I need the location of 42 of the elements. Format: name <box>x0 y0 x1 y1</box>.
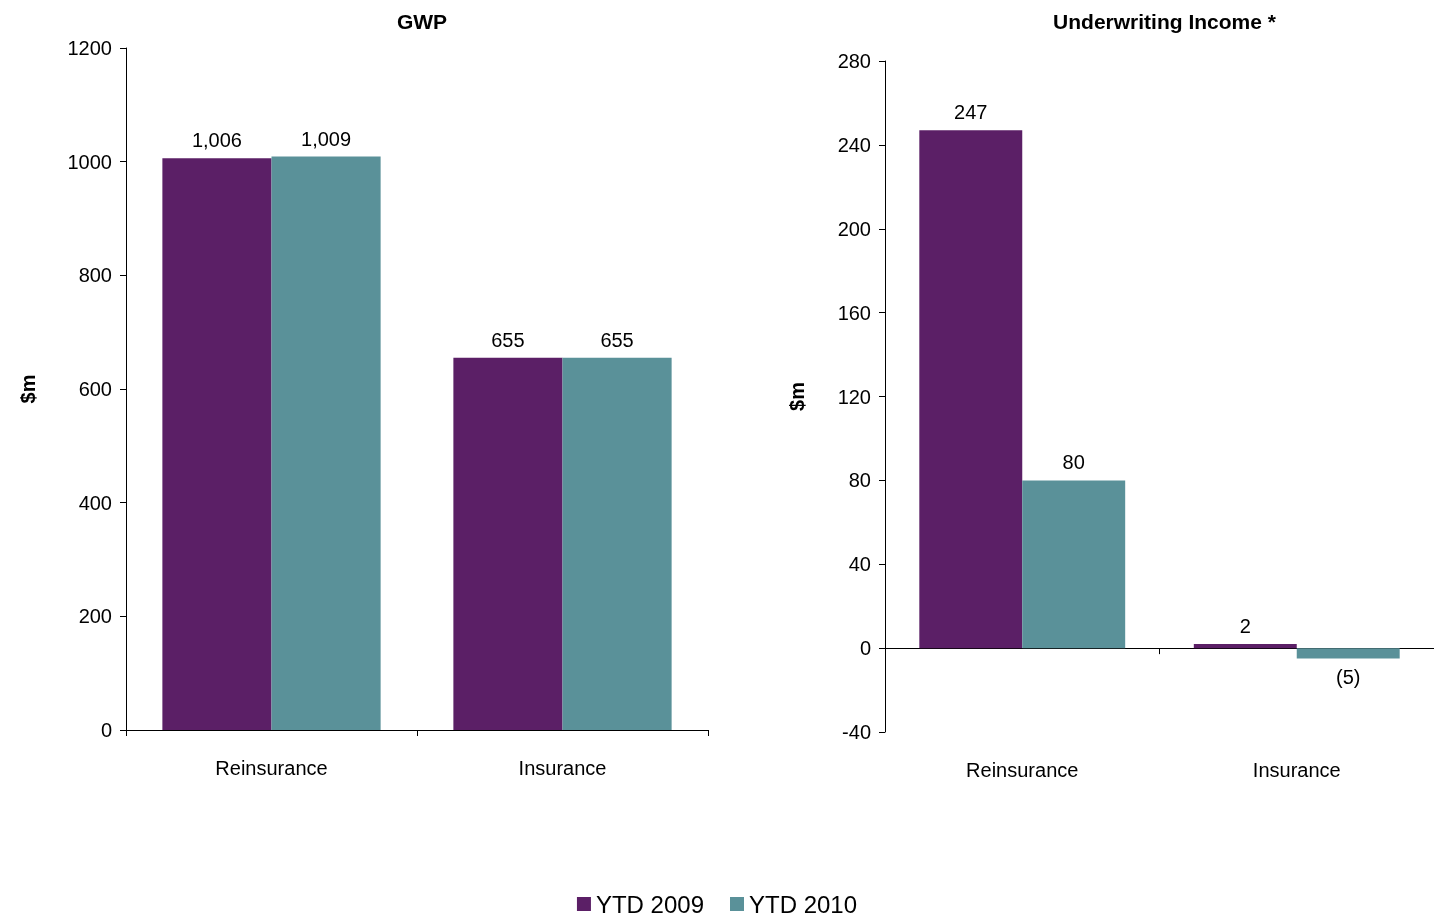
bar <box>1296 648 1400 659</box>
bar <box>1022 480 1126 649</box>
y-tick-label: 280 <box>837 50 871 72</box>
y-axis-title: $m <box>17 374 39 404</box>
bar <box>1193 643 1297 649</box>
data-label: 80 <box>1062 451 1085 474</box>
chart-title: GWP <box>396 10 448 33</box>
data-label: 655 <box>600 328 634 351</box>
data-label: 1,009 <box>301 127 352 150</box>
x-tick-label: Insurance <box>518 757 607 779</box>
data-label: 247 <box>954 101 988 124</box>
bar <box>162 158 272 730</box>
y-tick-label: 240 <box>837 133 871 156</box>
y-tick-label: 1200 <box>67 37 112 59</box>
bar <box>562 357 672 730</box>
data-label: 2 <box>1239 614 1251 637</box>
y-tick-label: 200 <box>78 605 112 628</box>
y-tick-label: 800 <box>78 264 112 287</box>
y-tick-label: 0 <box>100 719 112 741</box>
legend-label: YTD 2009 <box>595 890 704 918</box>
bar <box>919 130 1023 649</box>
x-tick-label: Reinsurance <box>966 759 1079 781</box>
y-tick-label: 400 <box>78 491 112 514</box>
data-label: (5) <box>1335 665 1361 688</box>
x-tick-label: Insurance <box>1252 759 1341 781</box>
y-tick-label: -40 <box>842 721 871 743</box>
y-tick-label: 1000 <box>67 150 112 173</box>
data-label: 655 <box>491 328 525 351</box>
y-tick-label: 600 <box>78 378 112 400</box>
bar <box>453 357 563 730</box>
chart-title: Underwriting Income * <box>1053 10 1277 33</box>
y-axis-title: $m <box>786 382 808 411</box>
bar <box>271 156 381 730</box>
y-tick-label: 40 <box>848 553 871 576</box>
legend-label: YTD 2010 <box>749 890 858 918</box>
y-tick-label: 80 <box>848 469 871 492</box>
y-tick-label: 200 <box>837 217 871 240</box>
y-tick-label: 120 <box>837 385 871 408</box>
data-label: 1,006 <box>191 129 242 152</box>
y-tick-label: 160 <box>837 301 871 324</box>
x-tick-label: Reinsurance <box>215 757 328 779</box>
y-tick-label: 0 <box>859 637 871 660</box>
